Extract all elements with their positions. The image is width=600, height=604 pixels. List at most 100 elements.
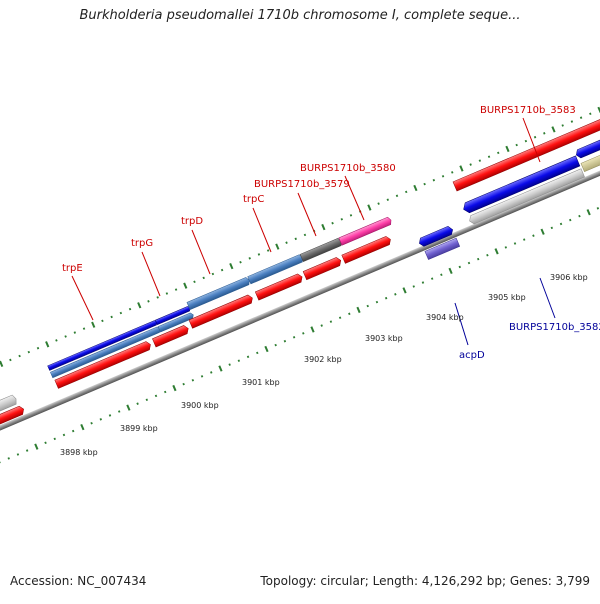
forward-minor-tick (386, 198, 390, 201)
reverse-minor-tick (256, 351, 259, 355)
gene-trpG-steel[interactable] (157, 312, 194, 333)
reverse-minor-tick (467, 261, 471, 265)
burps3580-leader (344, 175, 365, 221)
reverse-major-tick (264, 345, 269, 353)
reverse-minor-tick (283, 339, 287, 343)
reverse-minor-tick (523, 238, 526, 241)
label-acpD[interactable]: acpD (459, 350, 485, 361)
forward-minor-tick (119, 311, 123, 315)
label-burps3579[interactable]: BURPS1710b_3579 (254, 179, 350, 190)
gene-BURPS1710b-3582[interactable] (461, 155, 581, 215)
gene-forward-red-f[interactable] (341, 235, 392, 264)
reverse-minor-tick (569, 218, 572, 222)
feature-labels: trpE trpG trpD trpC BURPS1710b_3579 BURP… (62, 105, 600, 361)
forward-minor-tick (478, 159, 482, 162)
forward-minor-tick (423, 182, 426, 186)
forward-minor-tick (64, 335, 67, 338)
forward-minor-tick (524, 139, 528, 143)
gene-acpD[interactable] (418, 225, 455, 247)
forward-minor-tick (589, 112, 592, 116)
forward-minor-tick (128, 307, 132, 311)
gene-forward-left-grey[interactable] (0, 394, 18, 416)
forward-major-tick (0, 360, 4, 367)
reverse-major-tick (172, 384, 177, 392)
reverse-minor-tick (320, 324, 323, 327)
label-burps3580[interactable]: BURPS1710b_3580 (300, 163, 396, 174)
burps3583-leader (522, 117, 541, 163)
reverse-minor-tick (182, 382, 185, 386)
accession-text: Accession: NC_007434 (10, 574, 147, 588)
label-burps3583[interactable]: BURPS1710b_3583 (480, 105, 576, 116)
forward-major-tick (229, 262, 234, 270)
forward-minor-tick (156, 296, 159, 299)
forward-minor-tick (561, 124, 564, 127)
reverse-minor-tick (430, 277, 434, 280)
reverse-minor-tick (136, 402, 139, 405)
gene-BURPS1710b-3583[interactable] (452, 117, 600, 192)
leader-lines (71, 117, 556, 346)
scale-label-3904: 3904 kbp (426, 313, 464, 322)
forward-minor-tick (451, 171, 454, 174)
gene-acpD-purple[interactable] (424, 237, 461, 260)
reverse-minor-tick (559, 222, 563, 226)
scale-label-3899: 3899 kbp (120, 424, 158, 433)
label-burps3582[interactable]: BURPS1710b_3582 (509, 322, 600, 333)
gene-forward-red-c[interactable] (188, 294, 254, 329)
label-trpG[interactable]: trpG (131, 238, 153, 249)
gene-reverse-grey[interactable] (468, 168, 585, 225)
reverse-major-tick (126, 404, 131, 411)
reverse-minor-tick (329, 320, 333, 323)
forward-minor-tick (257, 253, 261, 256)
forward-minor-tick (147, 300, 150, 303)
reverse-minor-tick (164, 390, 167, 394)
reverse-minor-tick (191, 378, 195, 382)
gene-forward-red-a[interactable] (54, 340, 152, 389)
reverse-major-tick (34, 443, 39, 450)
forward-major-tick (321, 223, 326, 231)
forward-major-tick (45, 341, 50, 348)
gene-BURPS1710b-3580[interactable] (338, 216, 393, 246)
label-trpC[interactable]: trpC (243, 194, 264, 205)
forward-minor-tick (469, 163, 472, 166)
reverse-minor-tick (145, 398, 149, 402)
forward-minor-tick (27, 350, 31, 354)
gene-trpD[interactable] (186, 277, 251, 311)
reverse-minor-tick (117, 410, 121, 413)
reverse-minor-tick (237, 359, 241, 362)
trpD-leader (191, 229, 211, 275)
reverse-minor-tick (440, 273, 443, 277)
forward-minor-tick (285, 241, 288, 244)
reverse-minor-tick (16, 453, 20, 456)
gene-blue-right-stub[interactable] (575, 139, 600, 160)
gene-olive[interactable] (580, 152, 600, 172)
forward-minor-tick (579, 116, 583, 119)
trpC-leader (252, 207, 272, 253)
forward-major-tick (505, 145, 510, 153)
reverse-minor-tick (486, 253, 489, 257)
reverse-major-tick (80, 423, 85, 431)
reverse-minor-tick (578, 214, 581, 218)
summary-text: Topology: circular; Length: 4,126,292 bp… (260, 574, 590, 588)
gene-forward-red-d[interactable] (254, 273, 304, 301)
gene-forward-red-b[interactable] (152, 324, 190, 348)
label-trpE[interactable]: trpE (62, 263, 83, 274)
scale-label-3906: 3906 kbp (550, 273, 588, 282)
reverse-minor-tick (421, 281, 425, 284)
burps3579-leader (297, 192, 317, 237)
gene-forward-red-e[interactable] (302, 256, 342, 281)
forward-minor-tick (266, 249, 270, 252)
reverse-major-tick (310, 326, 315, 333)
reverse-minor-tick (7, 457, 10, 460)
reverse-minor-tick (366, 304, 369, 308)
reverse-minor-tick (200, 375, 204, 378)
label-trpD[interactable]: trpD (181, 216, 203, 227)
forward-minor-tick (487, 155, 491, 159)
reverse-minor-tick (274, 343, 277, 347)
gene-forward-red-left[interactable] (0, 405, 25, 427)
forward-major-tick (275, 243, 280, 250)
reverse-minor-tick (246, 355, 250, 359)
reverse-minor-tick (348, 312, 351, 316)
scale-label-3898: 3898 kbp (60, 448, 98, 457)
